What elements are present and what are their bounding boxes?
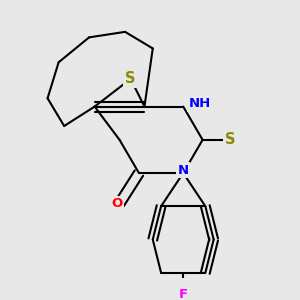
Text: S: S [225, 132, 236, 147]
Text: NH: NH [189, 97, 211, 110]
Text: N: N [178, 164, 189, 177]
Text: S: S [125, 71, 136, 86]
Text: O: O [111, 197, 122, 210]
Text: F: F [179, 288, 188, 300]
